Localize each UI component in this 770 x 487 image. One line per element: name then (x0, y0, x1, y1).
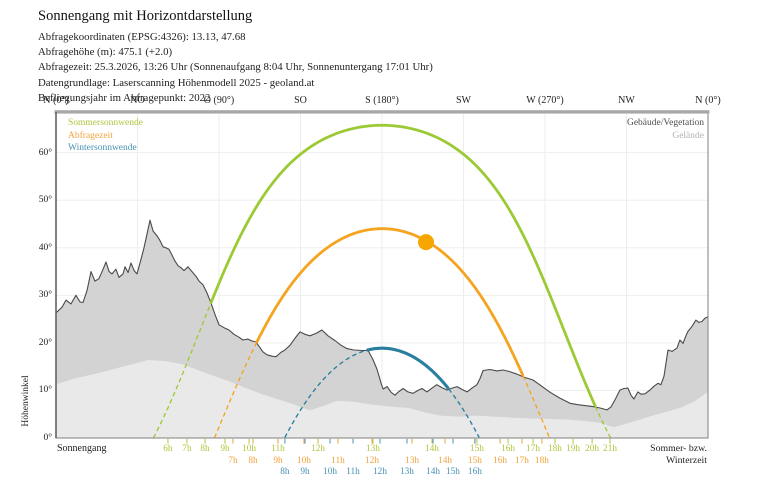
time-label-summer: 21h (603, 444, 617, 455)
time-label-query: 17h (515, 455, 529, 466)
time-label-winter: 15h (446, 467, 460, 478)
compass-label: NW (618, 95, 635, 106)
time-label-query: 18h (534, 455, 549, 466)
time-label-summer: 20h (585, 444, 600, 455)
time-label-winter: 12h (373, 467, 387, 478)
sun-path-summer-behind-horizon (152, 302, 212, 439)
time-label-summer: 17h (526, 444, 541, 455)
time-label-summer: 18h (547, 444, 562, 455)
time-label-summer: 8h (200, 444, 210, 455)
time-row-winter: 8h 9h 10h 11h 12h 13h 14h 15h 16h (0, 467, 770, 478)
time-label-query: 14h (438, 455, 452, 466)
compass-label: S (180°) (365, 95, 399, 106)
footer-sonnengang-label: Sonnengang (57, 443, 107, 454)
time-label-summer: 11h (271, 444, 285, 455)
compass-label: N (0°) (43, 95, 69, 106)
time-label-summer: 19h (566, 444, 581, 455)
time-label-summer: 10h (242, 444, 257, 455)
sun-path-summer-visible (209, 123, 597, 407)
time-label-summer: 13h (365, 444, 380, 455)
time-label-winter: 11h (346, 467, 360, 478)
compass-label: SO (294, 95, 307, 106)
altitude-tick-label: 20° (38, 337, 52, 348)
time-label-query: 7h (228, 455, 238, 466)
time-label-query: 12h (365, 455, 380, 466)
time-label-query: 13h (405, 455, 420, 466)
compass-label: N (0°) (695, 95, 721, 106)
compass-label: O (90°) (203, 95, 235, 106)
legend-sun-paths: Sommersonnwende Abfragezeit Wintersonnwe… (68, 117, 143, 155)
time-label-query: 15h (467, 455, 482, 466)
meta-survey-year: Befliegungsjahr im Abfragepunkt: 2022 (38, 91, 211, 104)
time-label-summer: 12h (311, 444, 326, 455)
time-row-query: 7h 8h 9h 10h 11h 12h 13h 14h 15h 16h 17h 18h (0, 456, 770, 467)
time-label-query: 9h (273, 455, 283, 466)
time-label-winter: 14h (426, 467, 441, 478)
altitude-tick-label: 40° (38, 242, 52, 253)
legend-item-buildings-vegetation: Gebäude/Vegetation (626, 118, 704, 128)
sun-path-winter-visible (366, 346, 450, 390)
legend-item-query: Abfragezeit (68, 130, 113, 141)
page-title: Sonnengang mit Horizontdarstellung (38, 8, 253, 24)
sun-path-query-behind-horizon (213, 342, 258, 439)
header-meta: Abfragekoordinaten (EPSG:4326): 13.13, 4… (38, 30, 433, 106)
time-row-summer: 6h 7h 8h 9h 10h 11h 12h 13h 14h 15h 16h 17h 18h 19h 20… (0, 444, 770, 455)
altitude-tick-label: 50° (38, 195, 52, 206)
compass-label: NO (130, 95, 145, 106)
time-label-query: 11h (331, 455, 345, 466)
time-label-summer: 7h (182, 444, 192, 455)
meta-elevation: Abfragehöhe (m): 475.1 (+2.0) (38, 46, 173, 59)
time-label-query: 16h (493, 455, 508, 466)
time-label-winter: 8h (280, 467, 290, 478)
terrain-silhouette (56, 360, 708, 438)
altitude-tick-label: 0° (43, 433, 52, 443)
legend-item-summer: Sommersonnwende (68, 118, 143, 128)
time-label-summer: 9h (220, 444, 230, 455)
time-label-query: 10h (296, 455, 311, 466)
y-axis-title: Höhenwinkel (21, 375, 31, 427)
footer-timezone-label: Sommer- bzw. Winterzeit (650, 443, 707, 467)
time-label-winter: 10h (323, 467, 337, 478)
meta-coordinates: Abfragekoordinaten (EPSG:4326): 13.13, 4… (38, 31, 246, 43)
time-label-summer: 15h (469, 444, 484, 455)
meta-query-time: Abfragezeit: 25.3.2026, 13:26 Uhr (Sonne… (38, 61, 433, 74)
compass-label: W (270°) (526, 95, 564, 106)
time-label-summer: 14h (425, 444, 439, 455)
time-label-summer: 6h (163, 444, 173, 455)
compass-label: SW (456, 95, 471, 106)
altitude-tick-label: 60° (38, 147, 52, 158)
altitude-tick-label: 30° (38, 290, 52, 301)
altitude-tick-label: 10° (38, 385, 52, 396)
legend-horizon: Gebäude/Vegetation Gelände (627, 117, 704, 142)
sun-path-query-behind-horizon (522, 375, 551, 439)
legend-item-winter: Wintersonnwende (68, 143, 137, 154)
sun-path-winter-behind-horizon (284, 349, 367, 438)
sun-path-query-visible (255, 227, 525, 377)
legend-item-terrain: Gelände (672, 130, 704, 141)
plot-frame-top (54, 110, 710, 114)
sun-path-winter-behind-horizon (448, 388, 480, 438)
meta-data-source: Datengrundlage: Laserscanning Höhenmodel… (38, 76, 315, 89)
time-label-query: 8h (248, 455, 258, 466)
time-label-summer: 16h (501, 444, 516, 455)
buildings-vegetation-outline (55, 219, 709, 411)
sun-marker (418, 234, 434, 251)
time-label-winter: 13h (400, 467, 414, 478)
time-label-winter: 16h (467, 467, 482, 478)
time-label-winter: 9h (300, 467, 310, 478)
sun-path-summer-behind-horizon (594, 406, 612, 439)
